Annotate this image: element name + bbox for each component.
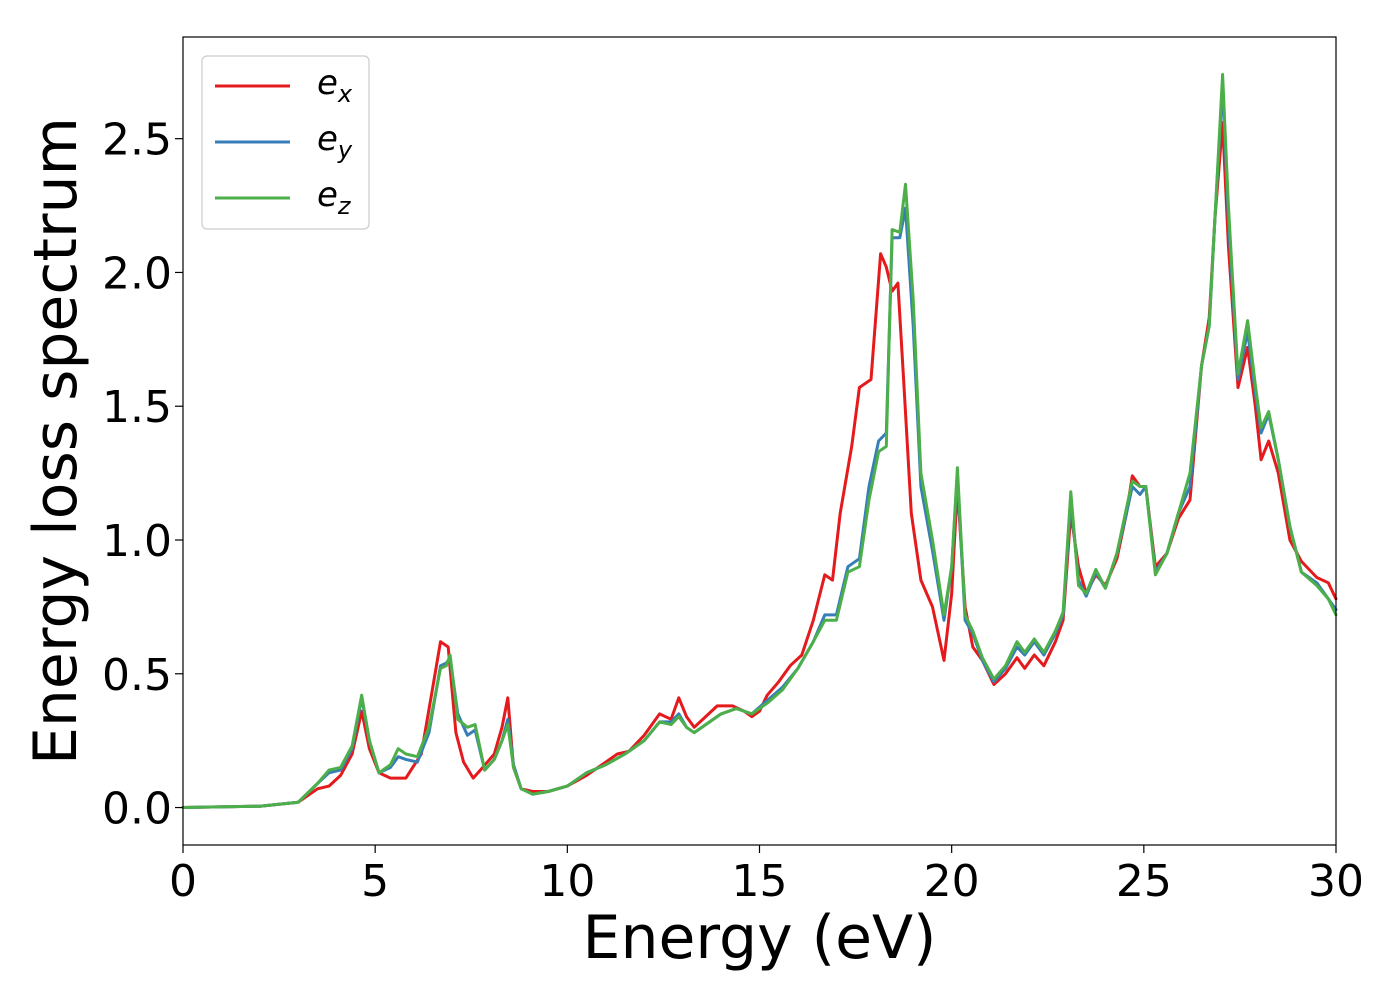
x-axis-title: Energy (eV) [583, 903, 937, 973]
x-axis-ticks: 0 5 10 15 20 25 30 [169, 845, 1364, 907]
legend-label-z: ez [317, 175, 352, 220]
x-tick-label: 0 [169, 856, 197, 907]
x-tick-label: 5 [361, 856, 389, 907]
y-tick-label: 1.0 [102, 516, 172, 567]
legend: ex ey ez [201, 55, 370, 230]
x-tick-label: 15 [732, 856, 788, 907]
legend-label-x: ex [317, 63, 353, 108]
y-tick-label: 1.5 [102, 382, 172, 433]
y-tick-label: 0.5 [102, 650, 172, 701]
y-tick-label: 0.0 [102, 784, 172, 835]
series-line-z [181, 73, 1338, 809]
x-tick-label: 10 [539, 856, 595, 907]
y-tick-label: 2.0 [102, 248, 172, 299]
y-tick-label: 2.5 [102, 115, 172, 166]
legend-items: ex ey ez [215, 63, 353, 220]
legend-label-y: ey [317, 119, 353, 164]
x-tick-label: 25 [1116, 856, 1172, 907]
series-layer [181, 73, 1338, 809]
x-tick-label: 30 [1308, 856, 1364, 907]
x-tick-label: 20 [924, 856, 980, 907]
y-axis-title: Energy loss spectrum [21, 117, 91, 765]
y-axis-ticks: 0.0 0.5 1.0 1.5 2.0 2.5 [102, 115, 183, 835]
